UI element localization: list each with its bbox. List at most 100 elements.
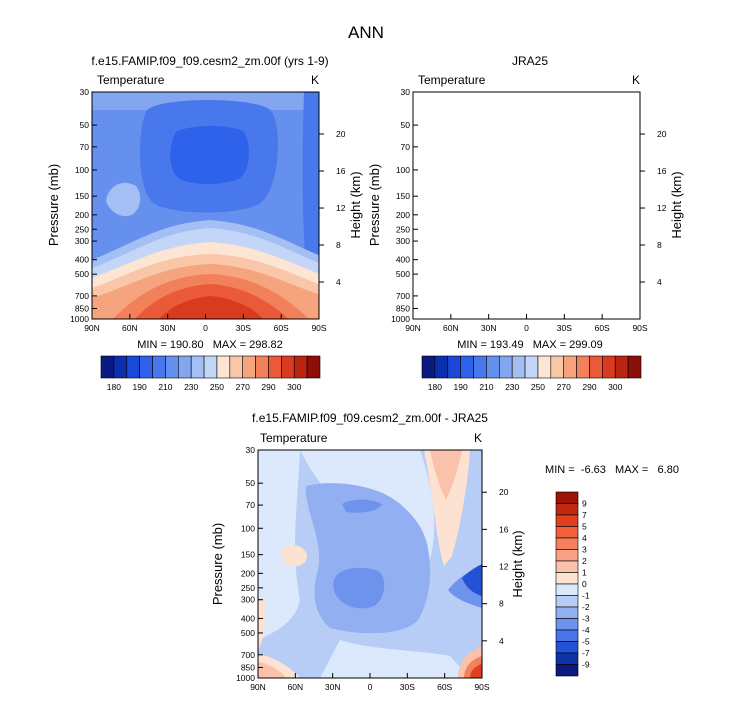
y-axis-label: Pressure (mb) xyxy=(46,164,61,246)
colorbar-label: 270 xyxy=(557,382,571,392)
y-tick-label: 500 xyxy=(241,628,255,638)
y2-tick-label: 20 xyxy=(657,129,667,139)
y2-tick-label: 4 xyxy=(336,277,341,287)
diff-region-deep xyxy=(462,564,482,596)
y-tick-label: 70 xyxy=(246,500,256,510)
colorbar-swatch xyxy=(306,355,321,379)
y-tick-label: 700 xyxy=(396,291,410,301)
colorbar-swatch xyxy=(498,355,513,379)
colorbar-swatch xyxy=(555,514,579,527)
colorbar-label: 3 xyxy=(582,545,587,555)
x-tick-label: 30N xyxy=(325,682,341,692)
y-tick-label: 1000 xyxy=(236,673,255,683)
colorbar-swatch xyxy=(126,355,140,379)
warm-band xyxy=(453,284,613,320)
x-axis-ticks: 90N 60N 30N 0 30S 60S 90S xyxy=(405,314,648,333)
y-tick-label: 150 xyxy=(75,191,89,201)
y-tick-label: 400 xyxy=(75,255,89,265)
warm-band xyxy=(431,274,633,320)
colorbar-swatch xyxy=(627,355,642,379)
colorbar-swatch xyxy=(216,355,231,379)
colorbar-swatch xyxy=(589,355,603,379)
colorbar-label: 4 xyxy=(582,533,587,543)
colorbar-label: -7 xyxy=(582,648,590,658)
x-tick-label: 90N xyxy=(250,682,266,692)
y2-tick-label: 8 xyxy=(657,240,662,250)
y2-tick-label: 12 xyxy=(499,562,509,572)
diff-region-light xyxy=(320,640,470,678)
y-tick-label: 850 xyxy=(241,662,255,672)
colorbar-label: 290 xyxy=(582,382,596,392)
x-tick-label: 30S xyxy=(236,323,251,333)
colorbar-swatch xyxy=(555,537,579,550)
colorbar-swatch xyxy=(242,355,256,379)
x-tick-label: 90S xyxy=(311,323,326,333)
colorbar-label: 210 xyxy=(158,382,172,392)
y2-axis-label: Height (km) xyxy=(510,530,525,597)
colorbar-swatch xyxy=(576,355,590,379)
x-tick-label: 90N xyxy=(405,323,421,333)
colorbar-label: 7 xyxy=(582,510,587,520)
diff-region-pos xyxy=(258,662,286,678)
colorbar-label: 250 xyxy=(531,382,545,392)
y2-tick-label: 16 xyxy=(499,524,509,534)
colorbar-swatch xyxy=(268,355,282,379)
colorbar-swatch xyxy=(555,583,579,596)
colorbar-swatch xyxy=(555,549,579,562)
colorbar-swatch xyxy=(229,355,244,379)
warm-band xyxy=(158,296,264,319)
y-tick-label: 200 xyxy=(75,210,89,220)
contour-field xyxy=(92,92,319,319)
y-tick-label: 100 xyxy=(396,165,410,175)
x-tick-label: 60S xyxy=(595,323,610,333)
x-tick-label: 60S xyxy=(274,323,289,333)
plot-frame xyxy=(412,91,641,320)
colorbar-label: 5 xyxy=(582,522,587,532)
diff-region-light xyxy=(258,600,266,650)
x-tick-label: 90S xyxy=(632,323,647,333)
colorbar-diff: 97 54 32 10 -1-2 -3-4 -5-7 -9 xyxy=(555,491,590,677)
colorbar-label: 9 xyxy=(582,499,587,509)
y-tick-label: 250 xyxy=(396,224,410,234)
colorbar-swatch xyxy=(555,503,579,516)
x-tick-label: 0 xyxy=(368,682,373,692)
colorbar-swatch xyxy=(555,595,579,608)
colorbar-swatch xyxy=(555,606,579,619)
colorbar-label: 300 xyxy=(608,382,622,392)
x-tick-label: 30S xyxy=(557,323,572,333)
y-tick-label: 50 xyxy=(401,120,411,130)
colorbar-swatch xyxy=(550,355,565,379)
min-max-stats: MIN = 193.49 MAX = 299.09 xyxy=(457,339,603,351)
contour-field xyxy=(413,92,651,330)
colorbar-swatch xyxy=(447,355,461,379)
colorbar-swatch xyxy=(473,355,487,379)
polar-patch-south xyxy=(624,92,640,258)
colorbar-swatch xyxy=(190,355,205,379)
y-tick-label: 70 xyxy=(80,142,90,152)
y-tick-label: 30 xyxy=(401,87,411,97)
y-tick-label: 500 xyxy=(75,269,89,279)
cold-region xyxy=(461,100,599,215)
y2-axis-label: Height (km) xyxy=(669,171,684,238)
colorbar-swatch xyxy=(255,355,269,379)
colorbar-label: 230 xyxy=(505,382,519,392)
x-tick-label: 60N xyxy=(122,323,138,333)
x-tick-label: 30N xyxy=(160,323,176,333)
x-tick-label: 90N xyxy=(84,323,100,333)
x-tick-label: 90S xyxy=(474,682,489,692)
diff-region-pos xyxy=(281,544,308,567)
y-tick-label: 300 xyxy=(396,236,410,246)
colorbar-label: -1 xyxy=(582,591,590,601)
colorbar-swatch xyxy=(563,355,577,379)
cold-core xyxy=(170,126,249,184)
colorbar-swatch xyxy=(555,652,579,665)
colorbar-label: -2 xyxy=(582,602,590,612)
y-tick-label: 250 xyxy=(241,583,255,593)
colorbar-swatch xyxy=(434,355,449,379)
diff-region-light xyxy=(258,450,300,640)
x-tick-label: 0 xyxy=(524,323,529,333)
colorbar-swatch xyxy=(555,491,579,504)
polar-patch-north xyxy=(425,175,464,219)
y2-tick-label: 12 xyxy=(336,203,346,213)
